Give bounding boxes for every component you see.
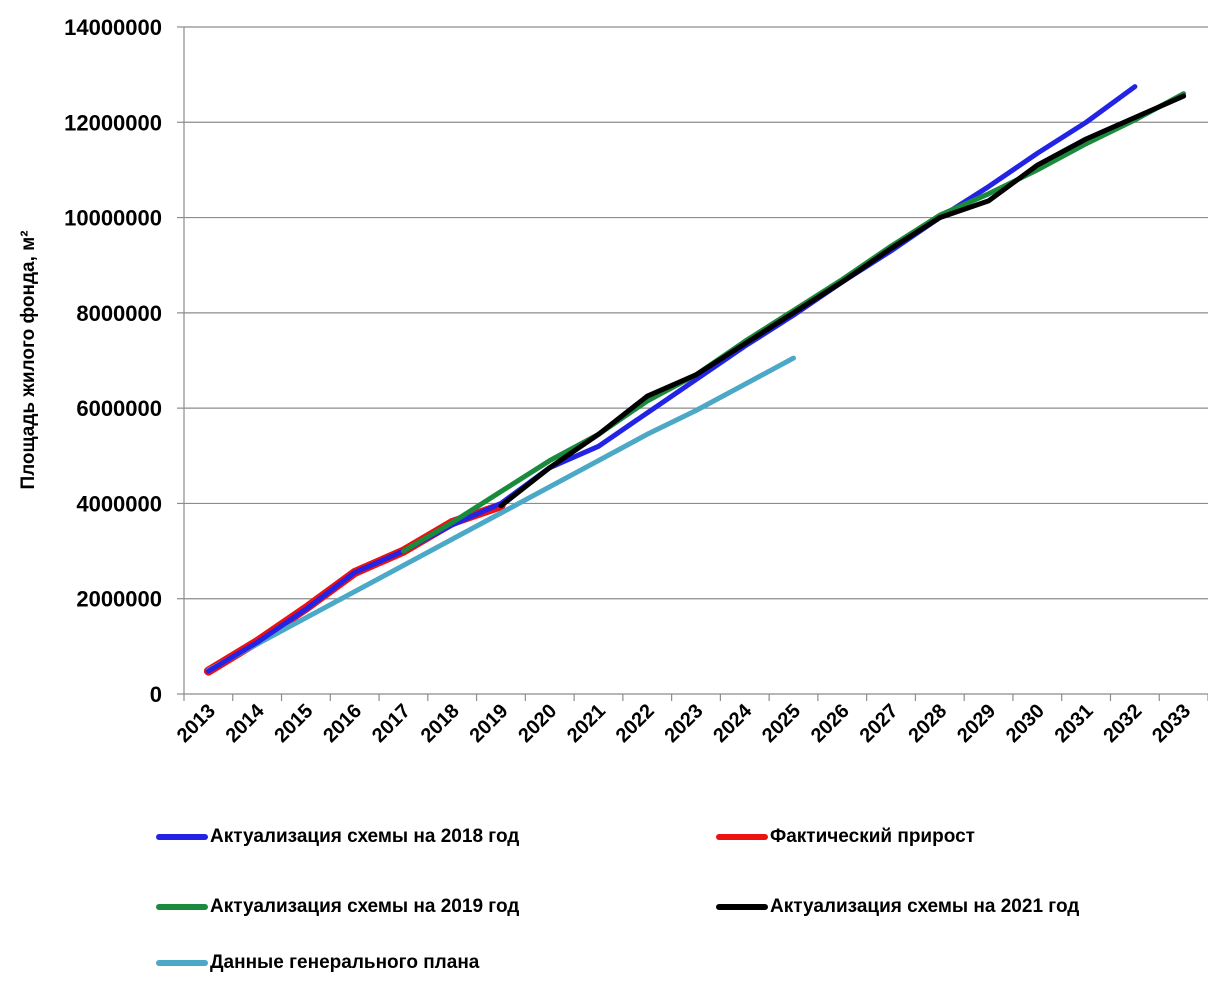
x-tick-label: 2021 xyxy=(563,700,610,747)
x-tick-label: 2033 xyxy=(1148,700,1195,747)
series-line-3 xyxy=(498,93,1187,509)
x-tick-label: 2016 xyxy=(319,700,366,747)
y-tick-label: 0 xyxy=(150,682,162,707)
series-line-2 xyxy=(400,91,1187,554)
series-line-4 xyxy=(205,355,796,673)
axes xyxy=(183,27,1208,701)
x-tick-label: 2020 xyxy=(514,700,561,747)
y-tick-labels: 0 2000000 4000000 6000000 8000000 10000000 120… xyxy=(64,15,162,707)
x-tick-label: 2028 xyxy=(904,700,951,747)
x-tick-label: 2029 xyxy=(953,700,1000,747)
x-tick-label: 2032 xyxy=(1099,700,1146,747)
x-tick-label: 2023 xyxy=(661,700,708,747)
x-tick-label: 2030 xyxy=(1002,700,1049,747)
x-tick-label: 2018 xyxy=(417,700,464,747)
y-tick-label: 10000000 xyxy=(64,206,162,231)
y-tick-label: 4000000 xyxy=(76,491,162,516)
x-tick-label: 2015 xyxy=(270,700,317,747)
y-tick-label: 6000000 xyxy=(76,396,162,421)
x-tick-label: 2027 xyxy=(856,700,903,747)
y-axis-label: Площадь жилого фонда, м² xyxy=(18,230,39,489)
x-tick-label: 2017 xyxy=(368,700,415,747)
x-tick-label: 2025 xyxy=(758,700,805,747)
x-tick-labels: 2013 2014 2015 2016 2017 2018 2019 2020 2021 2022… xyxy=(173,699,1195,747)
series-line-0 xyxy=(205,84,1138,674)
y-tick-label: 8000000 xyxy=(76,301,162,326)
series-lines xyxy=(203,84,1187,676)
x-tick-label: 2024 xyxy=(709,699,757,747)
x-tick-label: 2026 xyxy=(807,700,854,747)
y-tick-label: 2000000 xyxy=(76,587,162,612)
x-tick-label: 2019 xyxy=(465,700,512,747)
y-tick-label: 14000000 xyxy=(64,15,162,40)
y-tick-label: 12000000 xyxy=(64,110,162,135)
x-tick-label: 2031 xyxy=(1051,700,1098,747)
x-tick-label: 2013 xyxy=(173,700,220,747)
x-tick-label: 2014 xyxy=(222,699,270,747)
x-tick-label: 2022 xyxy=(612,700,659,747)
